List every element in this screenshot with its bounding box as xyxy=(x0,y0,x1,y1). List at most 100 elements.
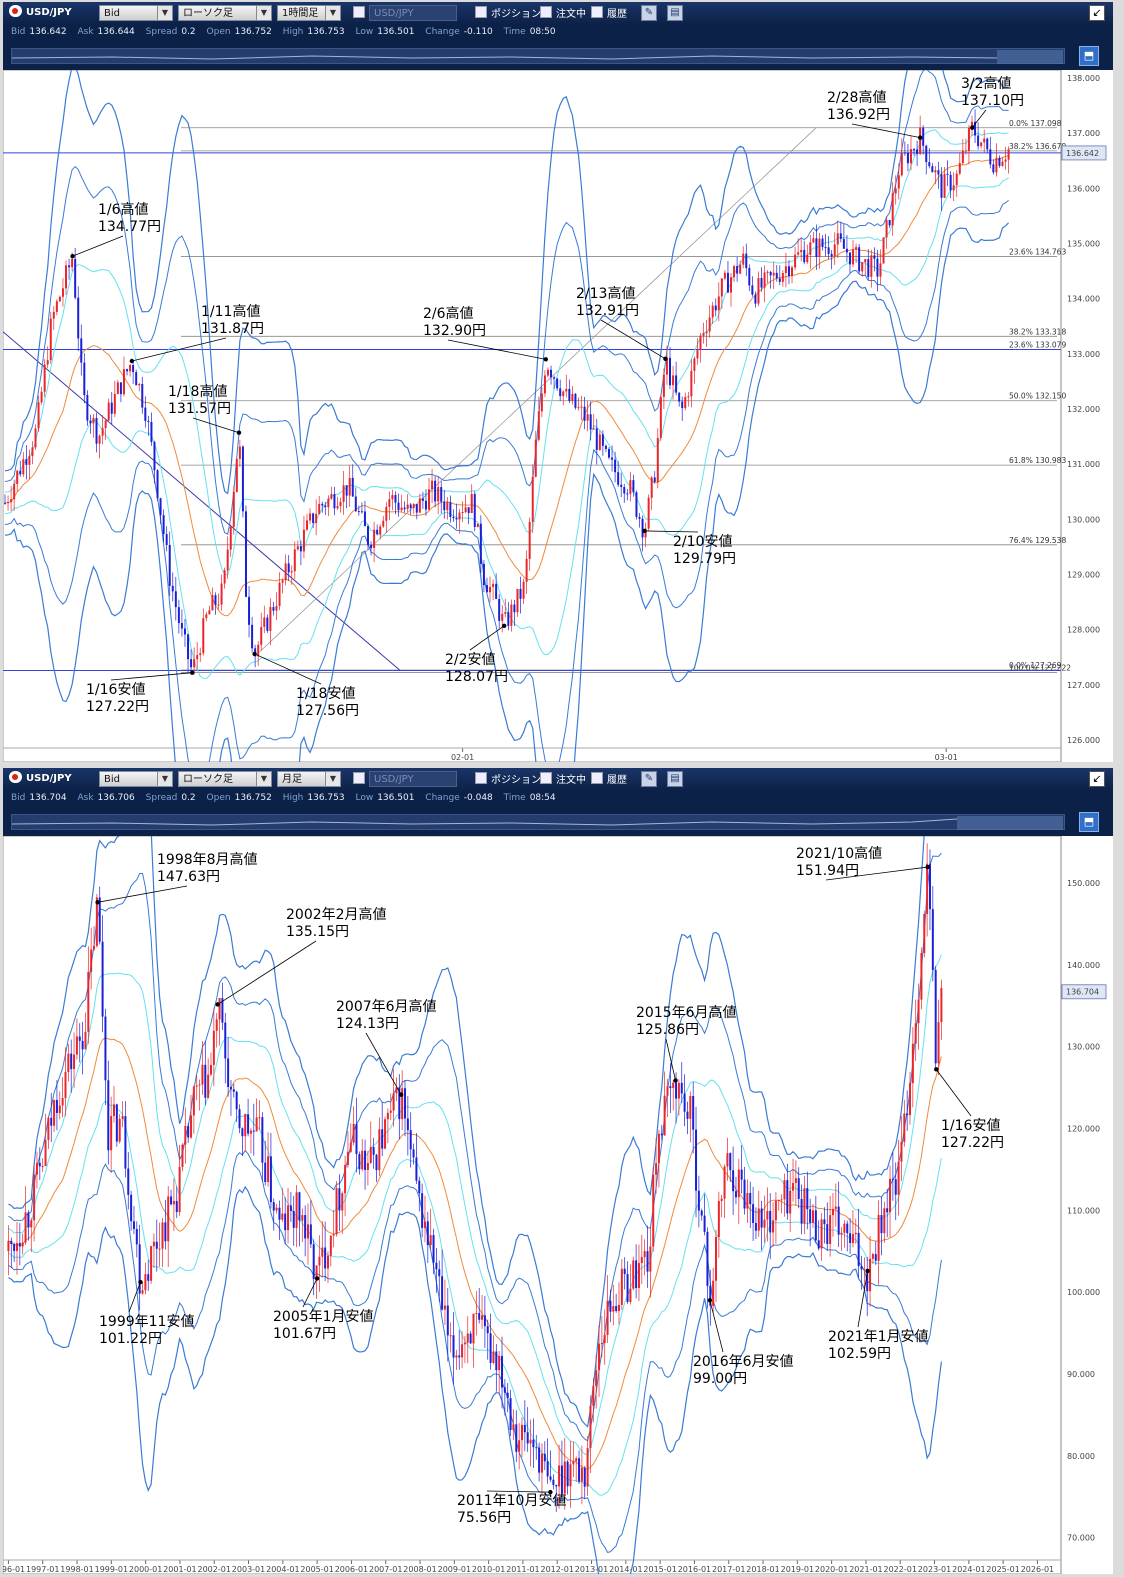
candle-body xyxy=(338,1188,341,1211)
candle-body xyxy=(19,470,22,475)
candle-body xyxy=(244,511,247,597)
candle-body xyxy=(389,1110,392,1113)
candle-body xyxy=(321,1247,324,1257)
candle-body xyxy=(742,253,745,265)
candle-body xyxy=(172,1200,175,1205)
candle-body xyxy=(840,1232,843,1235)
candle-body xyxy=(746,1192,749,1209)
candle-body xyxy=(949,174,952,191)
candle-body xyxy=(937,170,940,175)
positions-checkbox[interactable]: ポジション xyxy=(475,772,541,788)
positions-checkbox[interactable]: ポジション xyxy=(475,6,541,22)
x-tick-label: 2013-01 xyxy=(575,1565,608,1574)
candle-body xyxy=(906,1113,909,1116)
candle-body xyxy=(281,1213,284,1220)
annotation-title: 2005年1月安値 xyxy=(273,1309,374,1325)
annotation-value: 127.22円 xyxy=(941,1135,1004,1151)
candle-body xyxy=(409,1130,412,1150)
compare-toggle[interactable] xyxy=(353,772,369,788)
indicator-settings-icon[interactable]: ▤ xyxy=(667,5,683,21)
candle-body xyxy=(690,370,693,397)
candle-body xyxy=(851,1234,854,1244)
y-tick-label: 133.000 xyxy=(1067,350,1100,359)
candle-body xyxy=(272,1202,275,1211)
candle-body xyxy=(247,1114,250,1134)
symbol-selector[interactable]: USD/JPY xyxy=(9,771,72,787)
candle-body xyxy=(955,173,958,186)
navigator-scrollbar[interactable] xyxy=(11,48,1065,64)
history-checkbox[interactable]: 履歴 xyxy=(591,772,627,788)
candle-body xyxy=(195,1085,198,1087)
candle-body xyxy=(261,1117,264,1163)
candle-body xyxy=(152,1241,155,1247)
candle-body xyxy=(883,1208,886,1234)
hourly-candlestick-chart: 138.000 137.000 136.000 135.000 134.000 133.0… xyxy=(3,70,1107,762)
candle-body xyxy=(809,242,812,255)
chart-navigator: ⬒ xyxy=(3,40,1113,70)
candle-body xyxy=(302,529,305,552)
navigator-sparkline xyxy=(11,816,1063,830)
annotation-title: 1/18安値 xyxy=(296,686,355,702)
drawing-tools-icon[interactable]: ✎ xyxy=(641,771,657,787)
candle-body xyxy=(620,1268,623,1305)
collapse-arrow-icon[interactable]: ↙ xyxy=(1089,771,1105,787)
timeframe-select[interactable]: 月足 ▼ xyxy=(277,771,341,787)
candle-body xyxy=(706,1231,709,1286)
compare-symbol-select[interactable]: USD/JPY xyxy=(369,771,457,787)
orders-checkbox[interactable]: 注文中 xyxy=(540,6,586,22)
candle-body xyxy=(592,428,595,430)
collapse-arrow-icon[interactable]: ↙ xyxy=(1089,5,1105,21)
y-tick-label: 131.000 xyxy=(1067,460,1100,469)
candle-body xyxy=(911,1043,914,1084)
compare-symbol-select[interactable]: USD/JPY xyxy=(369,5,457,21)
history-checkbox[interactable]: 履歴 xyxy=(591,6,627,22)
x-tick-label: 2010-01 xyxy=(472,1565,505,1574)
compare-toggle[interactable] xyxy=(353,6,369,22)
indicator-settings-icon[interactable]: ▤ xyxy=(667,771,683,787)
candle-body xyxy=(858,247,861,272)
chart-style-select[interactable]: ローソク足 ▼ xyxy=(178,5,272,21)
orders-checkbox[interactable]: 注文中 xyxy=(540,772,586,788)
chart-settings-icon[interactable]: ⬒ xyxy=(1079,46,1099,66)
candle-body xyxy=(400,507,403,511)
chart-settings-icon[interactable]: ⬒ xyxy=(1079,812,1099,832)
candle-body xyxy=(560,1465,563,1494)
candle-body xyxy=(824,247,827,249)
candle-body xyxy=(830,253,833,257)
candle-body xyxy=(829,1215,832,1244)
chart-style-select[interactable]: ローソク足 ▼ xyxy=(178,771,272,787)
candle-body xyxy=(958,163,961,174)
candle-body xyxy=(25,459,28,465)
symbol-selector[interactable]: USD/JPY xyxy=(9,5,72,21)
candle-body xyxy=(879,263,882,277)
candle-body xyxy=(526,1432,529,1444)
candle-body xyxy=(922,127,925,146)
timeframe-select[interactable]: 1時間足 ▼ xyxy=(277,5,341,21)
candle-body xyxy=(909,149,912,164)
candle-body xyxy=(897,1161,900,1195)
candle-body xyxy=(266,617,269,631)
annotation-arrow xyxy=(665,1038,676,1081)
moving-average-line xyxy=(8,1037,942,1470)
navigator-scrollbar[interactable] xyxy=(11,814,1065,830)
drawing-tools-icon[interactable]: ✎ xyxy=(641,5,657,21)
candle-body xyxy=(612,1306,615,1312)
candle-body xyxy=(336,506,339,509)
candle-body xyxy=(766,271,769,273)
candle-body xyxy=(112,1104,115,1117)
annotation-arrow xyxy=(97,885,188,903)
candle-body xyxy=(540,1453,543,1473)
candle-body xyxy=(127,1168,130,1195)
candle-body xyxy=(167,1196,170,1242)
price-type-select[interactable]: Bid ▼ xyxy=(99,771,173,787)
candle-body xyxy=(296,546,299,550)
candle-body xyxy=(158,1248,161,1250)
candle-body xyxy=(934,170,937,173)
moving-average-line xyxy=(4,154,1009,617)
candle-body xyxy=(931,909,934,970)
candle-body xyxy=(580,406,583,408)
candle-body xyxy=(33,1174,36,1221)
candle-body xyxy=(458,512,461,520)
price-type-select[interactable]: Bid ▼ xyxy=(99,5,173,21)
candle-body xyxy=(623,1268,626,1275)
